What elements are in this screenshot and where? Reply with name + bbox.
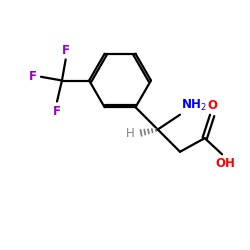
Text: F: F — [53, 105, 61, 118]
Text: O: O — [207, 99, 217, 112]
Text: F: F — [28, 70, 36, 83]
Text: H: H — [126, 127, 135, 140]
Text: F: F — [62, 44, 70, 57]
Text: NH$_2$: NH$_2$ — [181, 98, 207, 114]
Text: OH: OH — [216, 157, 236, 170]
